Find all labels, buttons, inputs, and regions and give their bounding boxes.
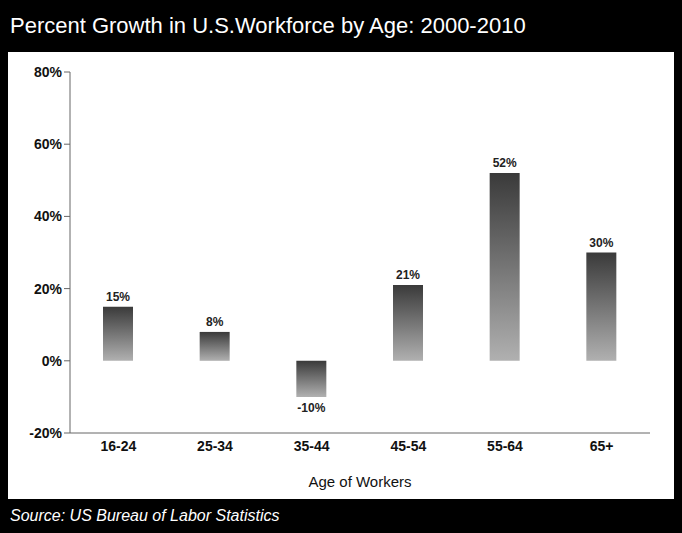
svg-text:8%: 8% (206, 315, 224, 329)
svg-text:0%: 0% (42, 353, 63, 369)
svg-text:16-24: 16-24 (100, 438, 136, 454)
svg-text:60%: 60% (34, 136, 63, 152)
svg-text:45-54: 45-54 (390, 438, 426, 454)
svg-text:Age of Workers: Age of Workers (308, 473, 411, 490)
svg-text:35-44: 35-44 (294, 438, 330, 454)
svg-text:80%: 80% (34, 64, 63, 80)
html-text:Percent Growth in U.S.Workforc: Percent Growth in U.S.Workforce by Age: … (10, 13, 526, 38)
svg-text:-20%: -20% (29, 425, 62, 441)
svg-text:15%: 15% (106, 290, 130, 304)
svg-text:30%: 30% (589, 236, 613, 250)
svg-text:65+: 65+ (590, 438, 614, 454)
svg-text:-10%: -10% (297, 401, 325, 415)
svg-text:55-64: 55-64 (487, 438, 523, 454)
svg-text:21%: 21% (396, 268, 420, 282)
svg-text:25-34: 25-34 (197, 438, 233, 454)
html-text:Source: US Bureau of Labor Sta: Source: US Bureau of Labor Statistics (10, 507, 280, 524)
svg-text:20%: 20% (34, 281, 63, 297)
svg-text:40%: 40% (34, 208, 63, 224)
svg-text:52%: 52% (493, 156, 517, 170)
